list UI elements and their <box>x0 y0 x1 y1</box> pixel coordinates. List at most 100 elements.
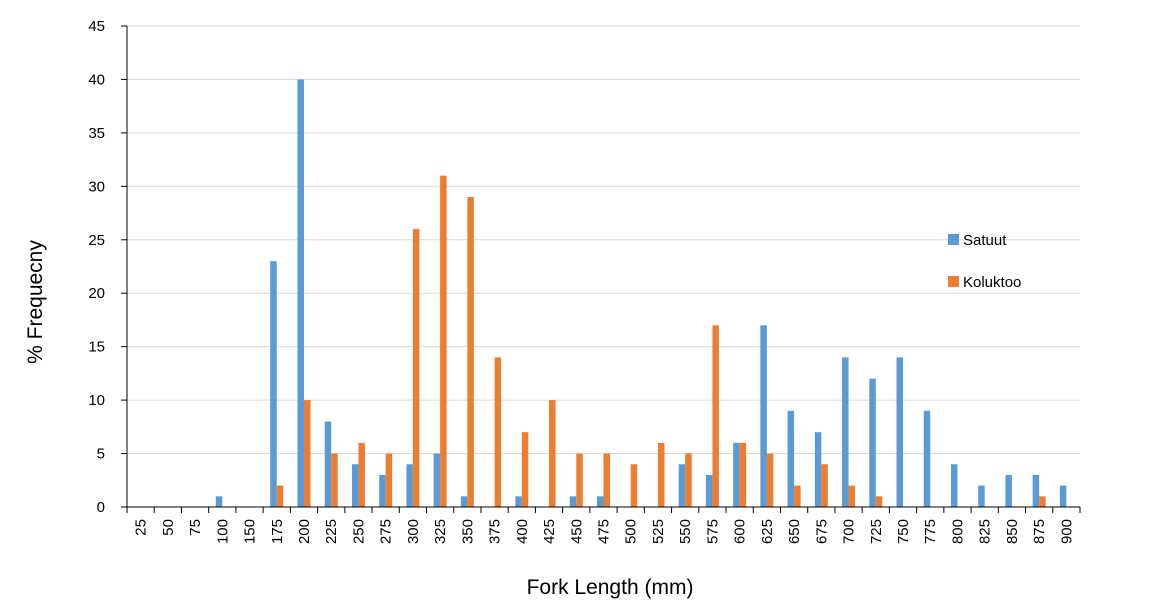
bar-satuut-825 <box>978 485 985 507</box>
y-tick-label: 15 <box>88 339 105 356</box>
bar-satuut-725 <box>869 378 876 507</box>
x-tick-label: 575 <box>704 519 721 544</box>
x-tick-label: 900 <box>1058 519 1075 544</box>
bar-satuut-625 <box>760 325 767 507</box>
legend-swatch-satuut <box>948 234 959 245</box>
x-axis-title: Fork Length (mm) <box>527 576 694 599</box>
bar-koluktoo-450 <box>576 453 583 507</box>
bar-koluktoo-725 <box>875 496 883 507</box>
x-tick-label: 25 <box>133 519 150 536</box>
x-tick-label: 275 <box>378 519 395 544</box>
x-tick-label: 550 <box>677 519 694 544</box>
bar-satuut-875 <box>1032 474 1040 507</box>
x-tick-label: 325 <box>432 519 449 544</box>
y-tick-label: 45 <box>88 18 105 35</box>
x-tick-label: 100 <box>214 519 231 544</box>
y-tick-label: 20 <box>88 285 105 302</box>
axes <box>121 25 1081 513</box>
x-tick-label: 175 <box>269 519 286 544</box>
x-tick-label: 375 <box>487 519 504 544</box>
bar-koluktoo-275 <box>385 453 393 507</box>
bar-satuut-200 <box>297 79 304 507</box>
y-tick-label: 0 <box>97 499 105 516</box>
x-tick-label: 750 <box>895 519 912 544</box>
y-tick-labels: 0 5 10 15 20 25 30 35 40 45 <box>88 18 105 516</box>
bar-koluktoo-175 <box>276 485 284 507</box>
x-tick-label: 500 <box>623 519 640 544</box>
bar-satuut-675 <box>814 432 822 507</box>
bar-koluktoo-475 <box>603 453 610 507</box>
x-tick-label: 225 <box>323 519 340 544</box>
bar-koluktoo-375 <box>494 357 502 507</box>
x-tick-label: 450 <box>568 519 585 544</box>
x-tick-label: 300 <box>405 519 422 544</box>
bar-satuut-300 <box>406 464 413 507</box>
x-tick-labels: 25 50 75 100 150 175 200 225 250 275 300 325 350 375 4… <box>133 519 1076 544</box>
bar-satuut-325 <box>433 453 441 507</box>
x-tick-label: 850 <box>1004 519 1021 544</box>
x-tick-label: 675 <box>813 519 830 544</box>
legend-label-satuut: Satuut <box>963 232 1007 249</box>
bar-koluktoo-225 <box>331 453 338 507</box>
legend-swatch-koluktoo <box>948 276 959 287</box>
bar-koluktoo-675 <box>821 464 828 507</box>
bar-koluktoo-550 <box>685 453 692 507</box>
x-tick-label: 625 <box>759 519 776 544</box>
bar-satuut-475 <box>597 496 604 507</box>
bar-koluktoo-350 <box>467 197 474 507</box>
bar-koluktoo-700 <box>848 485 856 507</box>
y-tick-label: 35 <box>88 125 105 142</box>
y-axis-title: % Frequecny <box>24 240 47 364</box>
bar-satuut-800 <box>950 464 958 507</box>
bar-koluktoo-525 <box>657 442 665 507</box>
bar-satuut-775 <box>923 410 931 507</box>
x-tick-label: 250 <box>350 519 367 544</box>
bar-koluktoo-425 <box>549 400 556 507</box>
bar-koluktoo-575 <box>712 325 719 507</box>
x-tick-label: 775 <box>922 519 939 544</box>
bar-satuut-700 <box>842 357 849 507</box>
bar-koluktoo-625 <box>766 453 774 507</box>
bar-koluktoo-500 <box>630 464 638 507</box>
y-tick-label: 5 <box>97 446 105 463</box>
bar-koluktoo-200 <box>303 400 311 507</box>
x-tick-label: 825 <box>977 519 994 544</box>
bar-satuut-175 <box>270 261 277 507</box>
bar-satuut-750 <box>896 357 904 507</box>
bar-satuut-225 <box>324 421 332 507</box>
bar-koluktoo-600 <box>739 442 747 507</box>
bar-satuut-850 <box>1005 474 1012 507</box>
x-tick-label: 700 <box>841 519 858 544</box>
x-tick-label: 600 <box>732 519 749 544</box>
bar-satuut-350 <box>460 496 468 507</box>
y-tick-label: 30 <box>88 178 105 195</box>
bar-satuut-575 <box>705 474 713 507</box>
bar-satuut-250 <box>351 464 359 507</box>
x-tick-label: 475 <box>596 519 613 544</box>
bar-satuut-600 <box>733 442 740 507</box>
bars <box>215 79 1067 508</box>
y-tick-label: 40 <box>88 71 105 88</box>
bar-koluktoo-300 <box>412 229 420 508</box>
bar-koluktoo-650 <box>794 485 801 507</box>
x-tick-label: 525 <box>650 519 667 544</box>
bar-satuut-100 <box>215 496 223 507</box>
bar-satuut-275 <box>379 474 386 507</box>
x-tick-label: 425 <box>541 519 558 544</box>
x-tick-label: 200 <box>296 519 313 544</box>
bar-koluktoo-875 <box>1039 496 1046 507</box>
bar-satuut-450 <box>569 496 577 507</box>
y-tick-label: 10 <box>88 392 105 409</box>
bar-koluktoo-400 <box>521 432 529 507</box>
x-tick-label: 75 <box>187 519 204 536</box>
bar-satuut-400 <box>515 496 522 507</box>
x-tick-label: 350 <box>459 519 476 544</box>
y-tick-label: 25 <box>88 232 105 249</box>
bar-satuut-550 <box>678 464 686 507</box>
bar-satuut-900 <box>1059 485 1067 507</box>
bar-koluktoo-325 <box>440 175 447 507</box>
x-tick-label: 50 <box>160 519 177 536</box>
bar-satuut-650 <box>787 410 795 507</box>
